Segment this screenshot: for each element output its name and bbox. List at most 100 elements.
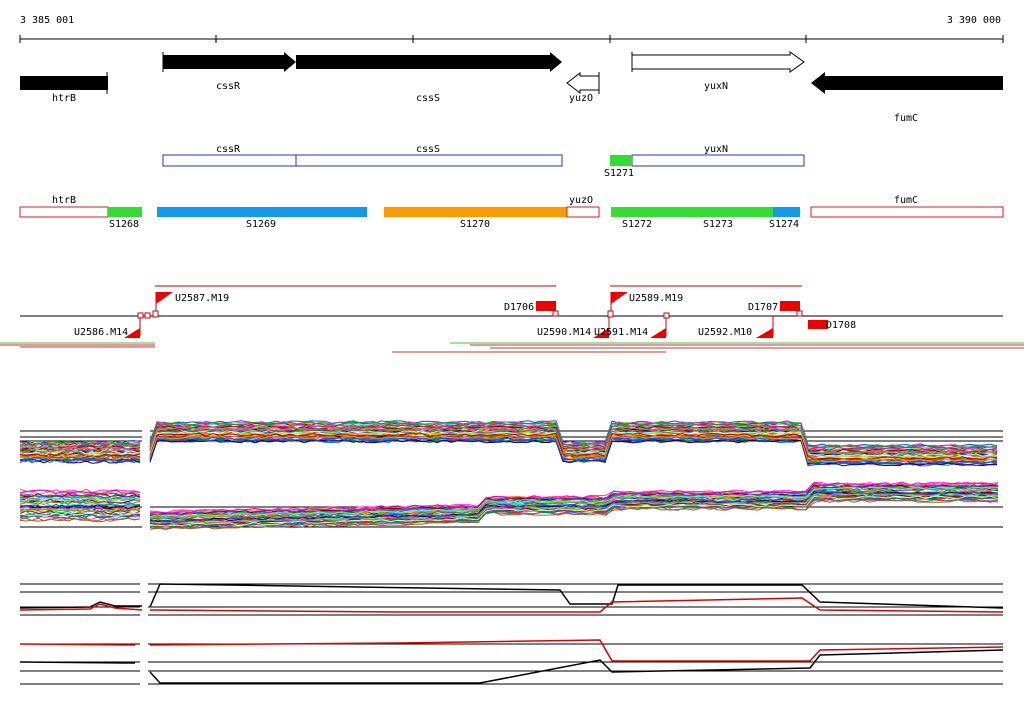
operon-cssS-label: cssS <box>416 144 440 155</box>
site-U2592-M10[interactable]: U2592.M10 <box>698 316 774 338</box>
gene-yuzO[interactable]: yuzO <box>566 71 600 104</box>
profile-trace <box>19 493 141 499</box>
profile-trace <box>20 458 141 464</box>
profile-trace <box>149 490 999 522</box>
profile-trace <box>149 420 998 448</box>
profile-trace <box>19 603 143 611</box>
profile-trace <box>19 454 141 460</box>
profile-trace <box>149 435 998 463</box>
segment-S1270[interactable]: S1270 <box>384 207 567 230</box>
expression-summary-panel <box>19 583 1004 685</box>
site-U2591-M14-label: U2591.M14 <box>594 327 648 338</box>
profile-trace <box>149 427 998 455</box>
profile-trace <box>149 430 998 458</box>
profile-trace <box>149 583 1004 609</box>
site-D1708-label: D1708 <box>826 320 856 331</box>
profile-trace <box>149 488 999 520</box>
site-D1708[interactable]: D1708 <box>808 320 856 331</box>
profile-trace <box>149 498 999 530</box>
site-U2590-M14-label: U2590.M14 <box>537 327 591 338</box>
site-U2587-M19-label: U2587.M19 <box>175 293 229 304</box>
site-D1706[interactable]: D1706 <box>504 301 559 317</box>
site-U2589-M19[interactable]: U2589.M19 <box>607 292 683 318</box>
profile-trace <box>149 423 998 451</box>
profile-trace <box>149 428 998 456</box>
profile-trace <box>149 486 999 518</box>
gene-yuxN-label: yuxN <box>704 81 728 92</box>
segment-S1273[interactable]: S1273 <box>671 207 773 230</box>
segment-fumC[interactable]: fumC <box>810 195 1004 218</box>
site-U2587-M19[interactable]: U2587.M19 <box>152 292 229 318</box>
gene-htrB[interactable]: htrB <box>20 72 108 104</box>
coord-start-label: 3 385 001 <box>20 15 74 26</box>
segment-S1274-label: S1274 <box>769 219 799 230</box>
profile-trace <box>150 495 999 527</box>
gene-cssS-label: cssS <box>416 93 440 104</box>
profile-trace <box>19 503 141 509</box>
site-U2592-M10-label: U2592.M10 <box>698 327 752 338</box>
profile-trace <box>149 639 1004 662</box>
segment-S1272[interactable]: S1272 <box>611 207 671 230</box>
operon-cssR[interactable]: cssR <box>162 144 297 167</box>
profile-trace <box>19 489 141 495</box>
site-U2589-M19-label: U2589.M19 <box>629 293 683 304</box>
gene-fumC[interactable]: fumC <box>811 72 1003 124</box>
segment-S1268[interactable]: S1268 <box>108 207 142 230</box>
profile-trace <box>19 517 141 523</box>
profile-trace <box>149 421 998 449</box>
profile-trace <box>19 441 141 447</box>
profile-trace <box>19 512 141 517</box>
profile-trace <box>19 452 141 458</box>
operon-cssR-label: cssR <box>216 144 241 155</box>
coord-end-label: 3 390 000 <box>947 15 1001 26</box>
profile-trace <box>19 445 141 450</box>
site-U2586-M14[interactable]: U2586.M14 <box>74 312 151 338</box>
segment-htrB-label: htrB <box>52 195 76 206</box>
expression-profile-panel-1 <box>19 420 1003 467</box>
profile-trace <box>19 643 136 646</box>
profile-trace <box>149 482 999 514</box>
segment-S1270-label: S1270 <box>460 219 490 230</box>
gene-yuzO-label: yuzO <box>569 93 593 104</box>
segment-htrB[interactable]: htrB <box>19 195 109 218</box>
profile-trace <box>19 661 136 664</box>
segment-S1268-label: S1268 <box>109 219 139 230</box>
read-coverage-lines <box>0 342 1024 353</box>
gene-cssR[interactable]: cssR <box>162 52 296 92</box>
site-D1707[interactable]: D1707 <box>748 301 803 317</box>
segment-S1274[interactable]: S1274 <box>769 207 800 230</box>
operon-S1271-label: S1271 <box>604 168 634 179</box>
profile-trace <box>149 434 998 462</box>
operon-yuxN[interactable]: yuxN <box>631 144 805 167</box>
operon-S1271[interactable]: S1271 <box>604 155 634 179</box>
profile-trace <box>19 601 142 609</box>
segment-S1272-label: S1272 <box>622 219 652 230</box>
segment-yuzO-label: yuzO <box>569 195 593 206</box>
gene-yuxN[interactable]: yuxN <box>631 51 805 92</box>
profile-trace <box>149 484 999 516</box>
operon-yuxN-label: yuxN <box>704 144 728 155</box>
coordinate-ruler: 3 385 001 3 390 000 <box>19 15 1004 43</box>
segment-S1269-label: S1269 <box>246 219 276 230</box>
site-U2590-M14[interactable]: U2590.M14 <box>537 316 610 338</box>
segment-S1273-label: S1273 <box>703 219 733 230</box>
expression-profile-panel-2 <box>19 481 1003 530</box>
segment-S1269[interactable]: S1269 <box>157 207 367 230</box>
profile-trace <box>149 432 998 460</box>
gene-cssR-label: cssR <box>216 81 241 92</box>
sites-track: U2587.M19 U2586.M14 D1706 U2590.M14 U259… <box>20 285 1003 338</box>
profile-trace <box>19 446 141 451</box>
site-U2586-M14-label: U2586.M14 <box>74 327 128 338</box>
operon-cssS[interactable]: cssS <box>295 144 563 167</box>
operon-track: cssR cssS yuxN S1271 <box>162 144 805 179</box>
profile-trace <box>149 437 998 465</box>
gene-cssS[interactable]: cssS <box>296 52 562 104</box>
profile-trace <box>149 426 998 454</box>
profile-trace <box>19 447 141 453</box>
site-D1706-label: D1706 <box>504 302 534 313</box>
profile-trace <box>149 496 999 528</box>
segment-track: htrB S1268 S1269 S1270 yuzO S1272 S1273 <box>19 195 1004 230</box>
site-U2591-M14[interactable]: U2591.M14 <box>594 312 670 338</box>
segment-yuzO[interactable]: yuzO <box>566 195 600 218</box>
